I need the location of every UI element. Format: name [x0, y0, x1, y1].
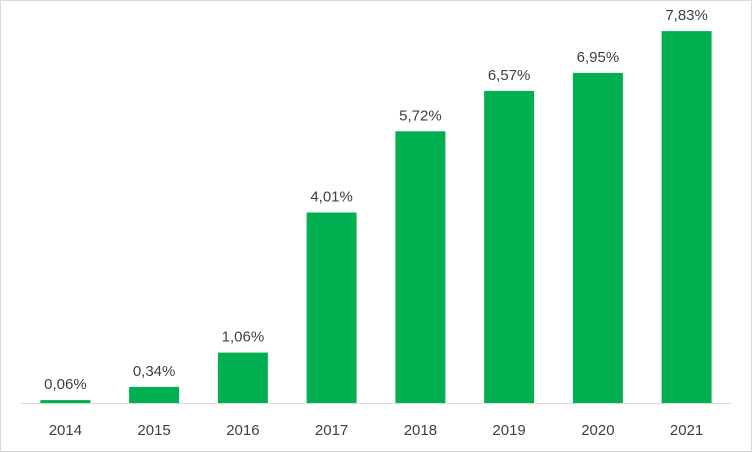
- x-tick-label-2014: 2014: [49, 422, 82, 439]
- data-label-2019: 6,57%: [488, 67, 531, 84]
- data-label-2021: 7,83%: [665, 7, 708, 24]
- bar-2018: [395, 131, 446, 404]
- x-tick-label-2019: 2019: [492, 422, 525, 439]
- x-tick-label-2021: 2021: [670, 422, 703, 439]
- bars-group: [40, 31, 712, 404]
- bar-2017: [306, 212, 357, 403]
- data-label-2016: 1,06%: [222, 329, 265, 346]
- x-tick-label-2018: 2018: [404, 422, 437, 439]
- x-tick-label-2020: 2020: [581, 422, 614, 439]
- data-label-2020: 6,95%: [577, 49, 620, 66]
- data-label-2015: 0,34%: [133, 363, 176, 380]
- data-label-2014: 0,06%: [44, 376, 87, 393]
- bar-2021: [661, 31, 712, 403]
- bar-2014: [40, 400, 91, 403]
- x-tick-labels-group: 2014 2015 2016 2017 2018 2019 2020 2021: [49, 422, 704, 439]
- bar-2016: [217, 352, 268, 403]
- data-labels-group: 0,06% 0,34% 1,06% 4,01% 5,72% 6,57% 6,95% 7,83%: [44, 7, 708, 393]
- x-tick-label-2016: 2016: [226, 422, 259, 439]
- bar-2020: [572, 72, 623, 404]
- bar-2019: [484, 90, 535, 404]
- x-tick-label-2015: 2015: [137, 422, 170, 439]
- bar-2015: [129, 386, 180, 404]
- data-label-2018: 5,72%: [399, 107, 442, 124]
- x-tick-label-2017: 2017: [315, 422, 348, 439]
- data-label-2017: 4,01%: [310, 189, 353, 206]
